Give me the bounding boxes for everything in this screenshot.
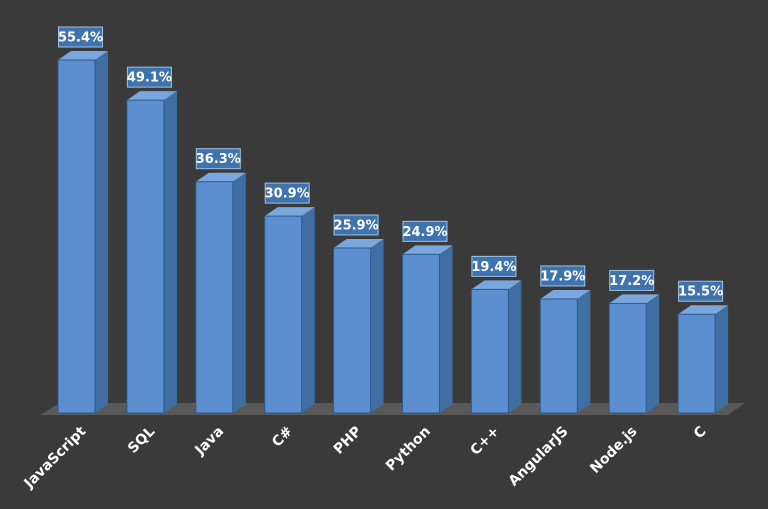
bar-top-face — [126, 91, 177, 101]
x-tick-label-angularjs: AngularJS — [506, 424, 572, 490]
bar-node-js — [608, 294, 660, 414]
bar-front-face — [264, 215, 303, 414]
data-label-node-js: 17.2% — [609, 269, 655, 291]
data-label-c: 15.5% — [678, 280, 724, 302]
bar-top-face — [58, 51, 108, 60]
bar-c — [677, 305, 729, 414]
bar-side-face — [163, 91, 177, 413]
data-label-box — [609, 269, 655, 291]
bar-front-face — [608, 302, 647, 414]
data-label-php: 25.9% — [333, 214, 379, 236]
data-label-c: 19.4% — [471, 255, 517, 277]
bar-python — [402, 245, 453, 414]
data-label-box — [58, 26, 103, 48]
bar-side-face — [95, 51, 108, 413]
data-label-box — [195, 148, 241, 170]
data-label-value: 30.9% — [265, 187, 310, 202]
data-labels-group: 55.4% 49.1% 36.3% 30.9% 25.9% 24.9% 19.4% 17.9%… — [58, 26, 724, 302]
data-label-sql: 49.1% — [126, 66, 172, 88]
data-label-value: 55.4% — [58, 31, 103, 46]
x-tick-label-c: C++ — [468, 424, 503, 459]
data-label-python: 24.9% — [402, 220, 448, 242]
bar-front-face — [126, 99, 165, 414]
data-label-box — [126, 66, 172, 88]
data-label-value: 24.9% — [402, 225, 447, 240]
bar-side-face — [715, 305, 729, 413]
bar-side-face — [646, 294, 660, 413]
data-label-c: 30.9% — [264, 182, 310, 204]
bar-top-face — [402, 245, 453, 255]
bar-front-face — [57, 59, 96, 414]
data-label-box — [678, 280, 724, 302]
bar-front-face — [677, 313, 716, 414]
bar-side-face — [370, 238, 384, 413]
bar-side-face — [232, 172, 246, 413]
bar-side-face — [577, 289, 591, 413]
data-label-value: 17.9% — [540, 269, 585, 284]
bar-top-face — [333, 238, 384, 248]
bar-top-face — [195, 172, 246, 182]
bar-c — [264, 207, 315, 414]
bar-c — [470, 280, 522, 414]
x-tick-label-c: C — [691, 424, 710, 443]
bar-top-face — [540, 289, 591, 299]
data-label-box — [540, 265, 586, 287]
data-label-box — [333, 214, 379, 236]
bars-group — [57, 51, 729, 414]
data-label-value: 19.4% — [471, 260, 516, 275]
bar-front-face — [195, 181, 234, 414]
bar-angularjs — [539, 289, 591, 414]
x-tick-label-node-js: Node.js — [587, 424, 640, 477]
bar-side-face — [508, 280, 522, 413]
x-tick-label-c: C# — [269, 424, 296, 451]
data-label-box — [264, 182, 310, 204]
data-label-angularjs: 17.9% — [540, 265, 586, 287]
bar-top-face — [471, 280, 522, 290]
bar-front-face — [470, 288, 509, 414]
bar-top-face — [678, 305, 729, 315]
data-label-value: 17.2% — [609, 274, 654, 289]
bar-top-face — [264, 207, 315, 217]
data-label-javascript: 55.4% — [58, 26, 103, 48]
x-tick-label-java: Java — [192, 424, 228, 460]
data-label-value: 15.5% — [678, 285, 723, 300]
bar-javascript — [57, 51, 108, 414]
bar-front-face — [333, 247, 372, 414]
data-label-box — [471, 255, 517, 277]
data-label-box — [402, 220, 448, 242]
data-label-value: 36.3% — [196, 152, 241, 167]
x-tick-label-sql: SQL — [125, 423, 158, 456]
bar-front-face — [402, 253, 440, 414]
x-tick-label-python: Python — [383, 424, 434, 475]
bar-php — [333, 238, 384, 414]
data-label-java: 36.3% — [195, 148, 241, 170]
bar-top-face — [609, 294, 660, 304]
data-label-value: 25.9% — [334, 218, 379, 233]
x-tick-label-javascript: JavaScript — [21, 423, 90, 492]
bar-side-face — [439, 245, 453, 413]
data-label-value: 49.1% — [127, 71, 172, 86]
bar-java — [195, 172, 246, 414]
bar-sql — [126, 91, 177, 414]
x-axis-tick-labels: JavaScript SQL Java C# PHP Python C++ AngularJS… — [21, 423, 710, 492]
x-tick-label-php: PHP — [331, 424, 365, 458]
bar-side-face — [301, 207, 315, 413]
bar-front-face — [539, 298, 578, 414]
